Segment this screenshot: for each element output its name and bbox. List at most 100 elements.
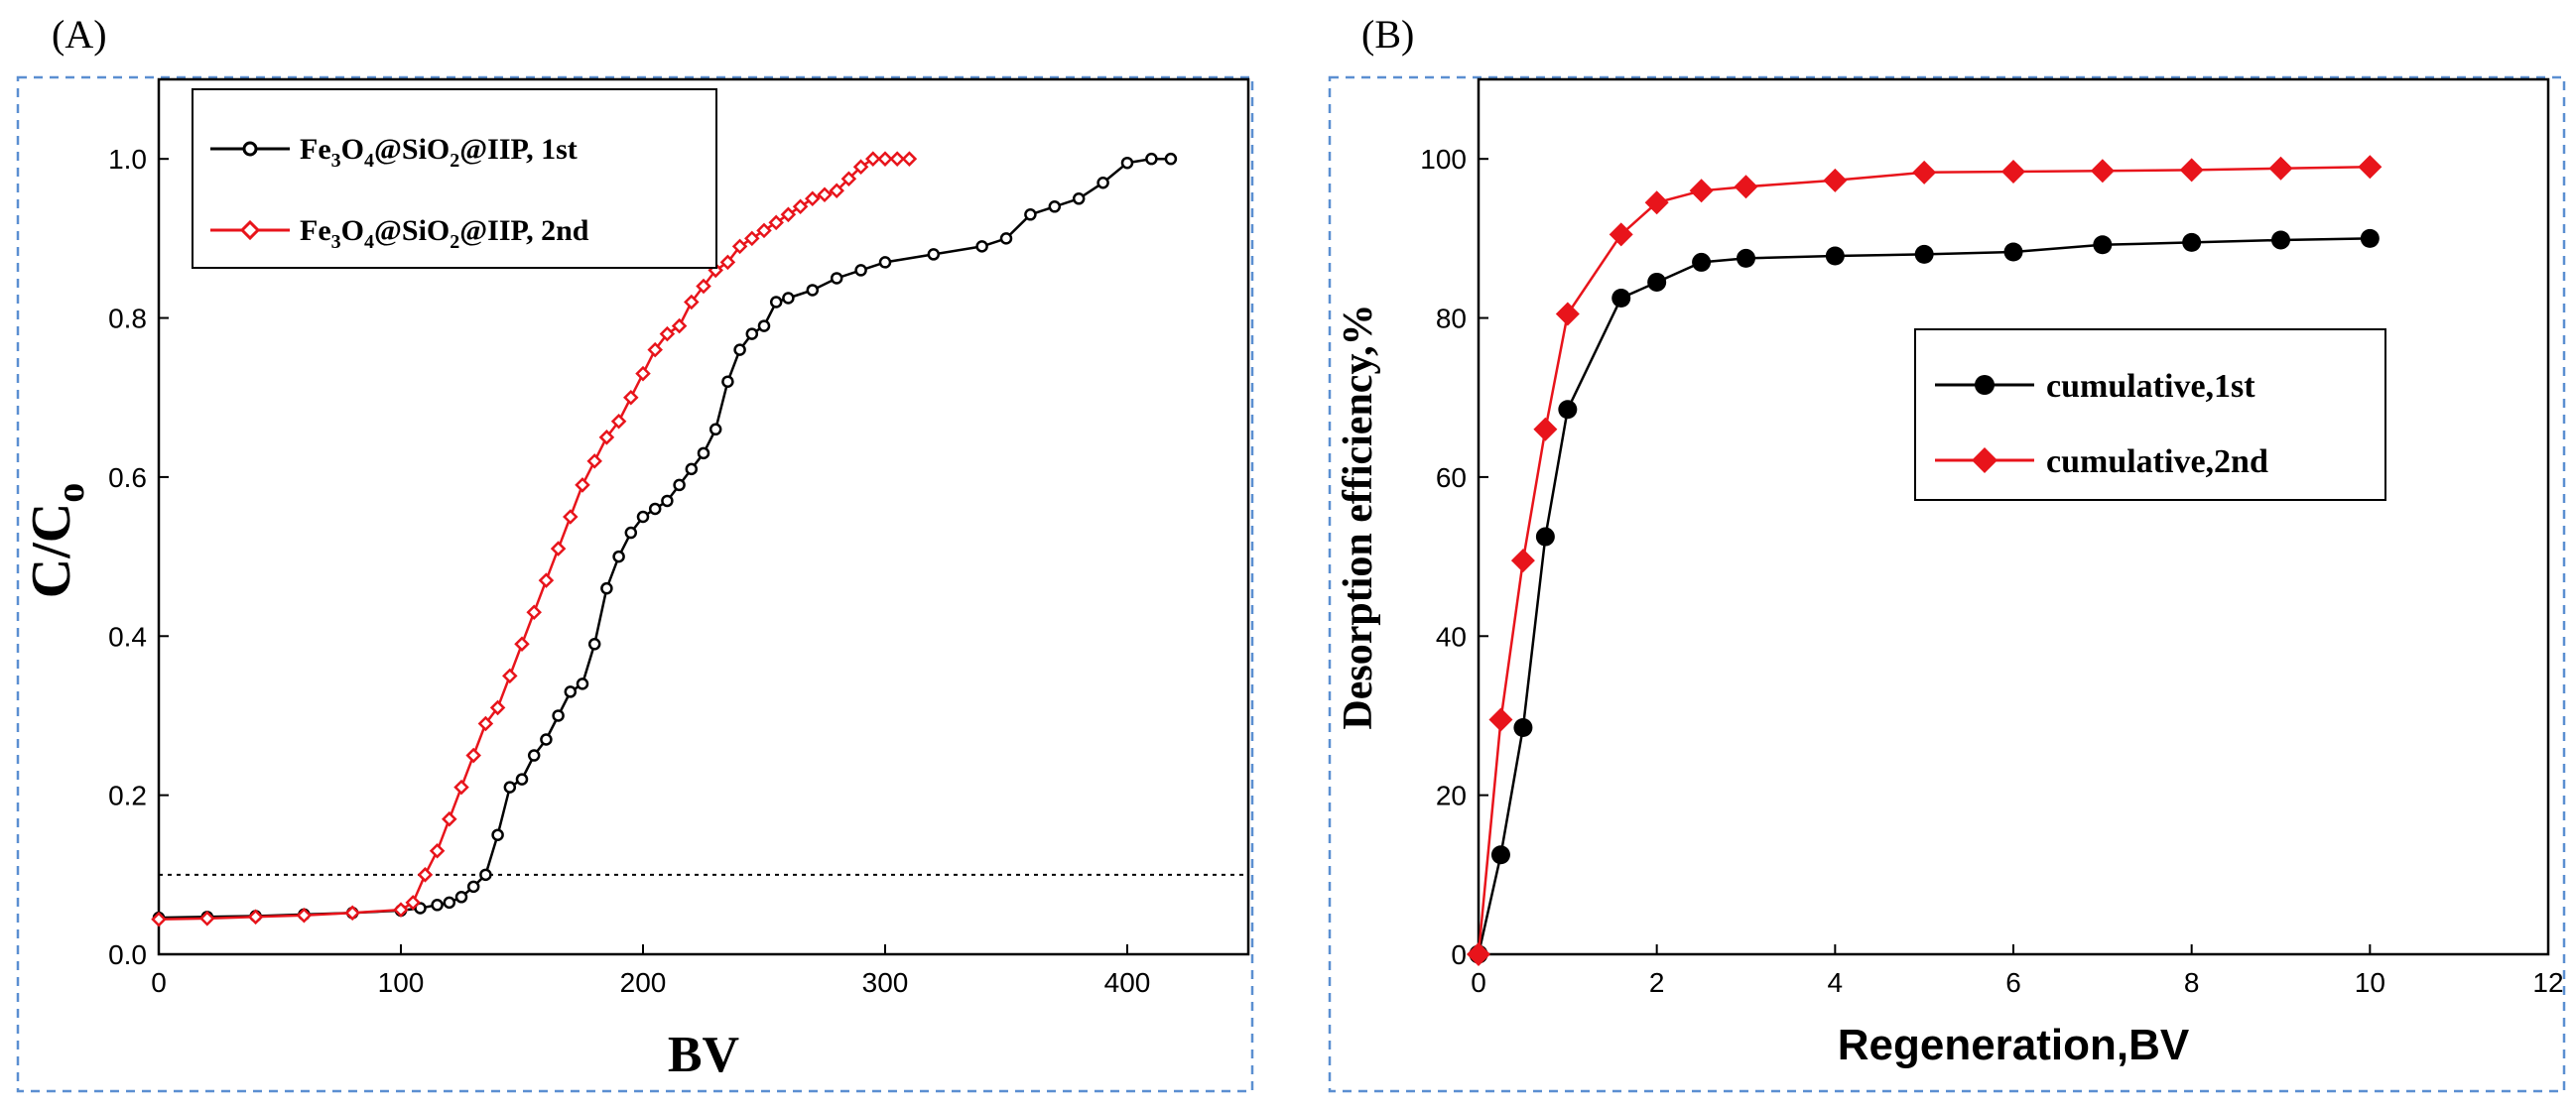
series-a-2-point — [526, 604, 542, 620]
series-b-2-point — [1533, 417, 1558, 441]
series-a-2-point — [550, 541, 567, 556]
series-a-2-point — [889, 151, 905, 167]
series-a-2-point — [719, 254, 736, 271]
series-b-1-point — [2003, 242, 2023, 262]
series-a-2-point — [817, 186, 833, 203]
series-a-2-point — [684, 294, 700, 310]
panel-b-ylabel: Desorption efficiency,% — [1336, 304, 1381, 729]
legend-2nd-marker — [239, 219, 261, 241]
panel-a-xtick-label: 400 — [1104, 967, 1151, 998]
series-a-2-point — [901, 151, 918, 167]
panel-a-legend: Fe3O4@SiO2@IIP, 1st Fe3O4@SiO2@IIP, 2nd — [192, 88, 717, 269]
panel-b-ticks: 0 2 4 6 8 10 12 0 20 40 60 80 100 — [1420, 144, 2563, 998]
series-b-2-point — [2268, 156, 2293, 181]
series-a-2-line — [158, 157, 910, 921]
panel-a-frame — [16, 75, 1254, 1093]
panel-b-xlabel: Regeneration,BV — [1838, 1021, 2190, 1069]
panel-a-ytick-label: 0.0 — [108, 939, 147, 970]
series-a-1-point — [830, 272, 843, 285]
series-a-2-point — [829, 183, 844, 199]
series-a-2-point — [442, 810, 457, 827]
series-a-2-point — [514, 636, 530, 653]
panel-a: (A) 0 100 200 300 400 0.0 0.2 0.4 0.6 0.8 1.0 BV C… — [16, 12, 1254, 1093]
series-a-2-point — [623, 389, 639, 406]
panel-b-xtick-label: 2 — [1649, 967, 1665, 998]
series-a-2-point — [865, 151, 881, 167]
series-a-2-point — [453, 779, 469, 796]
series-b-2-point — [1689, 179, 1714, 203]
series-a-1-point — [1120, 156, 1134, 170]
panel-b-ytick-label: 20 — [1436, 781, 1467, 811]
panel-b-plot-area — [1477, 77, 2550, 956]
series-b-1-point — [1535, 527, 1555, 547]
panel-b-ytick-label: 80 — [1436, 304, 1467, 334]
series-a-1-point — [1164, 152, 1178, 166]
series-a-1-point — [612, 550, 625, 563]
series-b-1-point — [2360, 228, 2380, 248]
panel-b-ytick-label: 40 — [1436, 621, 1467, 652]
panel-b-ytick-label: 60 — [1436, 462, 1467, 493]
series-a-2-point — [296, 907, 313, 924]
panel-a-xtick-label: 100 — [378, 967, 425, 998]
series-a-2-point — [417, 867, 434, 883]
series-b-1-point — [1558, 400, 1578, 420]
series-a-1-point — [757, 319, 771, 332]
series-a-2-point — [465, 747, 481, 764]
series-a-2-point — [610, 414, 627, 430]
series-a-1-point — [515, 773, 529, 786]
series-a-1-point — [673, 478, 686, 492]
legend-1st-marker — [242, 141, 258, 157]
series-a-2-point — [502, 668, 518, 684]
series-a-2-point — [563, 509, 579, 525]
series-b-1-point — [1647, 272, 1667, 292]
series-a-1-point — [806, 284, 820, 297]
legend-2nd-label: Fe3O4@SiO2@IIP, 2nd — [300, 214, 589, 253]
panel-b-legend-box — [1914, 328, 2386, 501]
series-b-2-point — [1510, 549, 1535, 573]
panel-a-ylabel: C/Co — [21, 483, 92, 598]
series-a-1-point — [697, 446, 710, 460]
series-b-1-line — [1477, 237, 2371, 955]
series-b-2-point — [1912, 160, 1937, 185]
panel-a-plot-area — [157, 77, 1250, 956]
series-a-1-point — [576, 678, 589, 690]
series-b-2-line — [1477, 165, 2371, 955]
series-a-1-point — [454, 891, 468, 904]
series-b-2-point — [2358, 155, 2383, 180]
panel-a-label: (A) — [52, 12, 107, 57]
series-b-1-point — [1692, 252, 1712, 272]
series-a-1-point — [782, 292, 795, 305]
series-a-2-point — [575, 477, 590, 493]
series-a-2-point — [598, 430, 615, 445]
series-a-2-point — [877, 151, 893, 167]
panel-b-xtick-label: 10 — [2355, 967, 2385, 998]
series-a-2-point — [659, 325, 676, 342]
panel-b-series — [1467, 155, 2383, 966]
series-a-1-point — [564, 685, 578, 698]
legend-b-2nd-label: cumulative,2nd — [2046, 443, 2268, 480]
panel-a-ylabel-main: C/C — [21, 503, 82, 598]
series-b-2-point — [1609, 222, 1633, 247]
panel-b-label: (B) — [1361, 12, 1414, 57]
series-a-1-point — [1048, 200, 1062, 213]
series-a-2-point — [586, 453, 602, 469]
series-b-2-point — [2090, 159, 2115, 184]
series-a-1-point — [552, 709, 565, 722]
series-b-2-point — [1644, 190, 1669, 215]
series-a-1-point — [600, 581, 613, 595]
series-b-1-point — [1513, 717, 1533, 737]
panel-b-xtick-label: 0 — [1471, 967, 1486, 998]
panel-a-xtick-label: 0 — [151, 967, 167, 998]
series-a-2-point — [393, 902, 409, 918]
series-a-1-point — [1024, 208, 1037, 221]
series-a-1-point — [661, 494, 674, 508]
series-a-1-point — [466, 880, 480, 894]
series-a-2-point — [477, 715, 494, 732]
series-b-1-point — [2182, 232, 2202, 252]
series-a-1-point — [624, 526, 638, 540]
series-b-1-point — [1914, 244, 1934, 264]
panel-b-xtick-label: 12 — [2532, 967, 2563, 998]
series-a-1-point — [745, 327, 759, 340]
series-b-1-point — [1737, 248, 1755, 268]
